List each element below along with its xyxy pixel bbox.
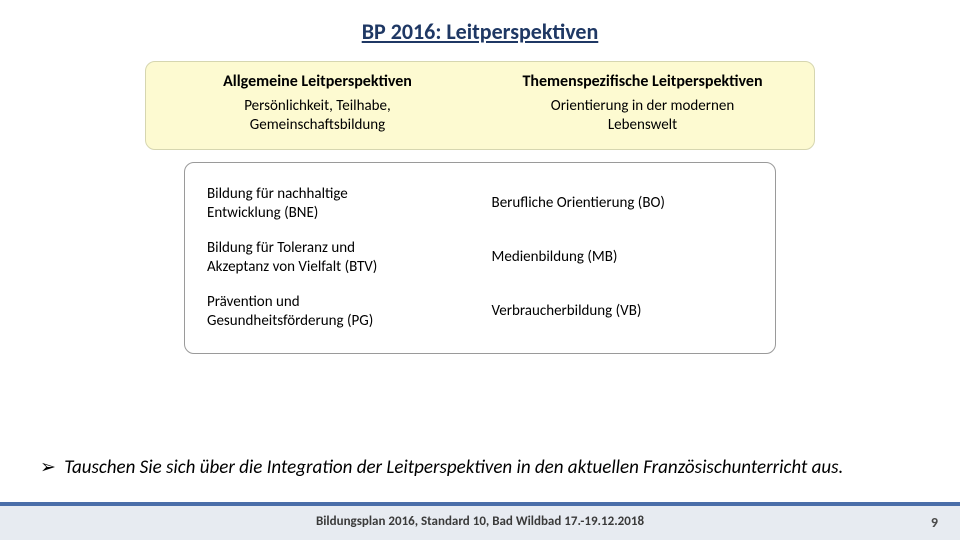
task-text: Tauschen Sie sich über die Integration d…: [64, 456, 914, 480]
header-left-sub: Persönlichkeit, Teilhabe, Gemeinschaftsb…: [160, 97, 475, 135]
items-row: Bildung für Toleranz und Akzeptanz von V…: [207, 231, 753, 285]
bullet-arrow-icon: ➢: [40, 456, 60, 480]
item-left: Prävention und Gesundheitsförderung (PG): [207, 293, 492, 331]
text: Persönlichkeit, Teilhabe,: [244, 97, 391, 115]
item-right: Verbraucherbildung (VB): [492, 302, 753, 321]
text: Akzeptanz von Vielfalt (BTV): [207, 258, 377, 276]
slide: BP 2016: Leitperspektiven Allgemeine Lei…: [0, 0, 960, 540]
items-box: Bildung für nachhaltige Entwicklung (BNE…: [184, 162, 776, 354]
footer: Bildungsplan 2016, Standard 10, Bad Wild…: [0, 502, 960, 540]
text: Bildung für Toleranz und: [207, 239, 355, 257]
item-right: Medienbildung (MB): [492, 248, 753, 267]
text: Gesundheitsförderung (PG): [207, 312, 373, 330]
text: Orientierung in der modernen: [551, 97, 734, 115]
diagram: Allgemeine Leitperspektiven Persönlichke…: [145, 61, 815, 354]
text: Lebenswelt: [608, 116, 677, 134]
items-row: Bildung für nachhaltige Entwicklung (BNE…: [207, 177, 753, 231]
item-right: Berufliche Orientierung (BO): [492, 194, 753, 213]
header-left-title: Allgemeine Leitperspektiven: [160, 72, 475, 91]
text: Bildung für nachhaltige: [207, 185, 348, 203]
header-col-left: Allgemeine Leitperspektiven Persönlichke…: [160, 72, 475, 135]
page-number: 9: [931, 514, 938, 531]
task-prompt: ➢ Tauschen Sie sich über die Integration…: [40, 456, 920, 480]
text: Entwicklung (BNE): [207, 204, 318, 222]
header-right-title: Themenspezifische Leitperspektiven: [485, 72, 800, 91]
item-left: Bildung für nachhaltige Entwicklung (BNE…: [207, 185, 492, 223]
slide-title: BP 2016: Leitperspektiven: [0, 0, 960, 45]
text: Gemeinschaftsbildung: [250, 116, 385, 134]
footer-text: Bildungsplan 2016, Standard 10, Bad Wild…: [0, 514, 960, 529]
header-right-sub: Orientierung in der modernen Lebenswelt: [485, 97, 800, 135]
item-left: Bildung für Toleranz und Akzeptanz von V…: [207, 239, 492, 277]
header-box: Allgemeine Leitperspektiven Persönlichke…: [145, 61, 815, 150]
text: Prävention und: [207, 293, 300, 311]
items-row: Prävention und Gesundheitsförderung (PG)…: [207, 285, 753, 339]
header-col-right: Themenspezifische Leitperspektiven Orien…: [485, 72, 800, 135]
